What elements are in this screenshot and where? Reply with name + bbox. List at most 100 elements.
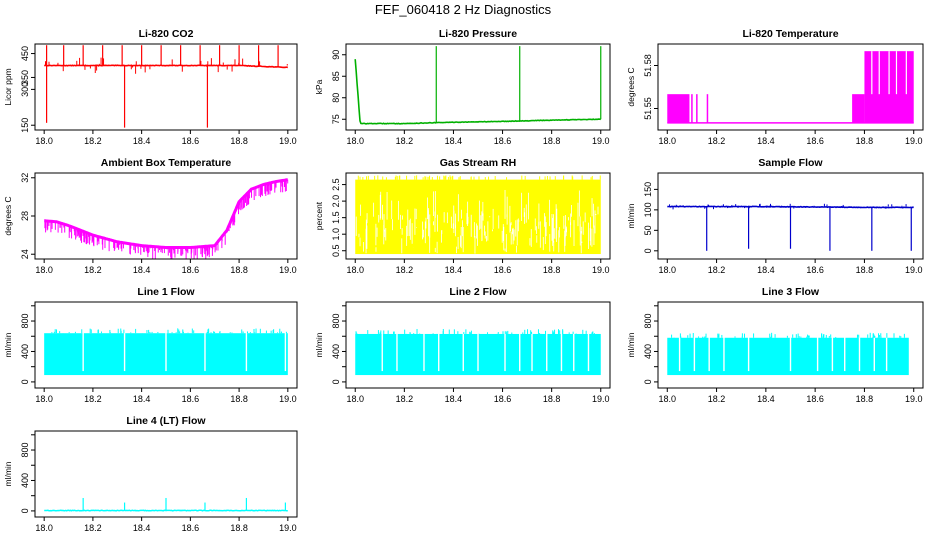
chart-panel-line2: Line 2 Flow 18.0 18.2 18.4 18.6 18.8 19.0 0 400 8… — [314, 286, 611, 404]
y-tick-label: 450 — [20, 46, 30, 61]
x-tick-label: 18.8 — [856, 136, 874, 146]
x-tick-label: 18.0 — [346, 394, 364, 404]
y-axis-label: degrees C — [3, 196, 13, 235]
y-tick-label: 300 — [20, 82, 30, 97]
y-tick-label: 1.5 — [331, 211, 341, 224]
plot-data — [355, 175, 601, 255]
chart-panel-line1: Line 1 Flow 18.0 18.2 18.4 18.6 18.8 19.0 0 400 8… — [3, 286, 298, 404]
x-axis: 18.0 18.2 18.4 18.6 18.8 19.0 — [35, 517, 297, 533]
plot-data — [667, 332, 909, 376]
panel-title: Line 2 Flow — [449, 286, 507, 298]
y-tick-label: 50 — [643, 225, 653, 235]
series-line — [44, 509, 288, 512]
chart-panel-rh: Gas Stream RH 18.0 18.2 18.4 18.6 18.8 19.0 0.5… — [314, 157, 611, 275]
x-axis: 18.0 18.2 18.4 18.6 18.8 19.0 — [659, 259, 923, 275]
x-tick-label: 18.4 — [445, 265, 463, 275]
x-tick-label: 18.6 — [806, 136, 824, 146]
x-tick-label: 18.6 — [806, 265, 824, 275]
x-tick-label: 18.0 — [346, 136, 364, 146]
y-axis-label: ml/min — [626, 332, 636, 357]
x-tick-label: 18.8 — [543, 136, 561, 146]
x-tick-label: 19.0 — [279, 265, 297, 275]
x-tick-label: 18.2 — [396, 265, 414, 275]
series-band — [355, 179, 601, 255]
x-tick-label: 18.2 — [708, 394, 726, 404]
y-axis-label: ml/min — [626, 203, 636, 228]
x-tick-label: 18.6 — [182, 523, 200, 533]
panel-title: Li-820 Temperature — [742, 28, 838, 40]
y-axis: 0 400 800 — [20, 434, 35, 513]
x-tick-label: 18.0 — [35, 394, 53, 404]
plot-data — [667, 51, 914, 124]
y-tick-label: 800 — [20, 443, 30, 458]
plot-frame — [657, 43, 924, 131]
x-tick-label: 19.0 — [592, 265, 610, 275]
panel-title: Gas Stream RH — [440, 157, 516, 169]
x-tick-label: 18.8 — [543, 394, 561, 404]
y-tick-label: 400 — [643, 344, 653, 359]
y-axis-label: Licor ppm — [3, 68, 13, 105]
chart-panel-line3: Line 3 Flow 18.0 18.2 18.4 18.6 18.8 19.0 0 400 8… — [626, 286, 924, 404]
y-tick-label: 350 — [20, 70, 30, 85]
y-axis: 0 400 800 — [20, 305, 35, 384]
x-axis: 18.0 18.2 18.4 18.6 18.8 19.0 — [659, 130, 922, 146]
x-tick-label: 18.8 — [230, 136, 248, 146]
y-axis: 0 50 100 150 — [643, 182, 658, 253]
plot-data — [355, 328, 601, 376]
x-tick-label: 18.0 — [35, 136, 53, 146]
x-tick-label: 18.4 — [133, 136, 151, 146]
y-tick-label: 0 — [20, 379, 30, 384]
chart-panels: Li-820 CO2 18.0 18.2 18.4 18.6 18.8 19.0 150 300… — [3, 28, 924, 533]
x-tick-label: 18.4 — [757, 136, 775, 146]
plot-frame — [657, 172, 924, 260]
x-tick-label: 18.2 — [84, 523, 102, 533]
x-tick-label: 19.0 — [905, 265, 923, 275]
x-tick-label: 19.0 — [905, 394, 923, 404]
y-tick-label: 100 — [643, 202, 653, 217]
y-axis-label: percent — [314, 201, 324, 230]
y-tick-label: 90 — [331, 50, 341, 60]
panel-title: Sample Flow — [758, 157, 823, 169]
x-tick-label: 19.0 — [592, 394, 610, 404]
y-axis: 0.5 1.0 1.5 2.0 2.5 — [331, 178, 346, 257]
x-tick-label: 18.2 — [84, 394, 102, 404]
x-tick-label: 18.0 — [35, 523, 53, 533]
panel-title: Line 4 (LT) Flow — [126, 415, 206, 427]
x-tick-label: 18.0 — [659, 265, 677, 275]
y-axis: 51.55 51.58 — [643, 54, 658, 120]
x-tick-label: 18.0 — [659, 394, 677, 404]
y-tick-label: 400 — [20, 344, 30, 359]
y-axis-label: kPa — [314, 79, 324, 94]
plot-data — [44, 328, 288, 376]
y-axis: 0 400 800 — [331, 305, 346, 384]
x-tick-label: 18.6 — [494, 265, 512, 275]
y-tick-label: 80 — [331, 93, 341, 103]
y-tick-label: 0 — [331, 379, 341, 384]
y-axis: 0 400 800 — [643, 305, 658, 384]
x-axis: 18.0 18.2 18.4 18.6 18.8 19.0 — [346, 388, 610, 404]
series-band — [852, 94, 865, 123]
y-axis-label: ml/min — [3, 461, 13, 486]
chart-panel-temperature: Li-820 Temperature 18.0 18.2 18.4 18.6 18.8 19… — [626, 28, 924, 146]
plot-data — [667, 203, 914, 251]
plot-data — [44, 178, 289, 259]
panel-title: Li-820 Pressure — [439, 28, 517, 40]
y-tick-label: 800 — [20, 314, 30, 329]
x-tick-label: 19.0 — [592, 136, 610, 146]
series-band — [706, 94, 709, 123]
x-tick-label: 18.8 — [230, 394, 248, 404]
y-tick-label: 85 — [331, 71, 341, 81]
panel-title: Ambient Box Temperature — [101, 157, 232, 169]
series-band — [667, 94, 690, 123]
x-tick-label: 18.6 — [494, 136, 512, 146]
x-tick-label: 18.2 — [396, 136, 414, 146]
series-band — [667, 337, 909, 376]
x-tick-label: 18.6 — [494, 394, 512, 404]
x-tick-label: 18.4 — [445, 394, 463, 404]
x-tick-label: 18.4 — [445, 136, 463, 146]
y-tick-label: 0 — [20, 508, 30, 513]
plot-data — [44, 497, 288, 512]
y-tick-label: 51.55 — [643, 97, 653, 120]
